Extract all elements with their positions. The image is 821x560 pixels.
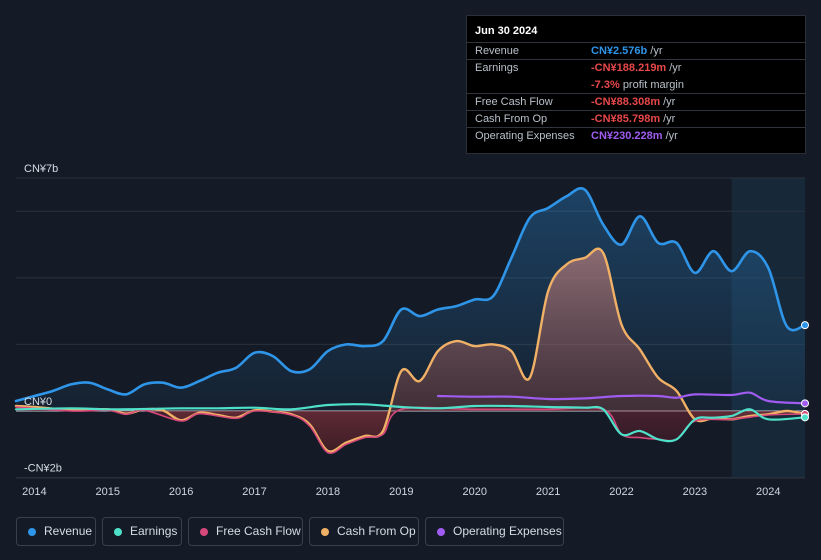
x-axis-label: 2014 — [22, 486, 46, 498]
legend-label: Operating Expenses — [453, 524, 562, 538]
tooltip-row-free-cash-flow: Free Cash Flow -CN¥88.308m/yr — [467, 93, 805, 111]
legend-item-cash-from-op[interactable]: Cash From Op — [309, 517, 419, 546]
legend-label: Cash From Op — [337, 524, 416, 538]
legend-dot-icon — [28, 528, 36, 536]
area-cash-from-op — [16, 248, 805, 452]
tooltip-row-earnings: Earnings -CN¥188.219m/yr -7.3% profit ma… — [467, 59, 805, 94]
tooltip-label: Earnings — [475, 62, 519, 74]
tooltip-label: Operating Expenses — [475, 130, 575, 142]
line-revenue — [14, 186, 807, 403]
tooltip-value: CN¥2.576b/yr — [591, 45, 663, 57]
tooltip-row-revenue: Revenue CN¥2.576b/yr — [467, 42, 805, 60]
area-free-cash-flow — [16, 407, 805, 454]
legend-dot-icon — [114, 528, 122, 536]
x-axis-label: 2017 — [242, 486, 266, 498]
tooltip-row-cash-from-op: Cash From Op -CN¥85.798m/yr — [467, 110, 805, 128]
tooltip-label: Revenue — [475, 45, 520, 57]
x-axis-label: 2023 — [683, 486, 707, 498]
tooltip-row-operating-expenses: Operating Expenses CN¥230.228m/yr — [467, 127, 805, 145]
tooltip-value: CN¥230.228m/yr — [591, 130, 678, 142]
x-axis-label: 2016 — [169, 486, 193, 498]
legend-dot-icon — [321, 528, 329, 536]
x-axis-label: 2018 — [316, 486, 340, 498]
tooltip-date: Jun 30 2024 — [475, 25, 538, 37]
legend-label: Revenue — [44, 524, 93, 538]
x-axis-label: 2022 — [609, 486, 633, 498]
legend-item-operating-expenses[interactable]: Operating Expenses — [425, 517, 564, 546]
x-axis-label: 2021 — [536, 486, 560, 498]
legend-dot-icon — [437, 528, 445, 536]
line-earnings — [14, 403, 807, 443]
tooltip-label: Free Cash Flow — [475, 96, 553, 108]
line-operating-expenses — [436, 391, 807, 405]
y-axis-label: CN¥7b — [24, 163, 58, 175]
tooltip-label: Cash From Op — [475, 113, 548, 125]
legend-item-earnings[interactable]: Earnings — [102, 517, 182, 546]
tooltip-value: -CN¥85.798m/yr — [591, 113, 676, 125]
y-axis-label: -CN¥2b — [24, 463, 62, 475]
legend-item-free-cash-flow[interactable]: Free Cash Flow — [188, 517, 303, 546]
legend-dot-icon — [200, 528, 208, 536]
y-axis-label: CN¥0 — [24, 396, 52, 408]
x-axis-label: 2020 — [462, 486, 486, 498]
x-axis-label: 2015 — [96, 486, 120, 498]
legend-label: Earnings — [130, 524, 178, 538]
legend-label: Free Cash Flow — [216, 524, 301, 538]
tooltip-profit-margin: -7.3% profit margin — [591, 79, 684, 91]
tooltip-panel: Jun 30 2024 Revenue CN¥2.576b/yr Earning… — [466, 15, 806, 154]
end-point-earnings — [801, 413, 809, 422]
legend-item-revenue[interactable]: Revenue — [16, 517, 96, 546]
end-point-revenue — [801, 321, 809, 330]
x-axis-label: 2019 — [389, 486, 413, 498]
tooltip-value: -CN¥88.308m/yr — [591, 96, 676, 108]
x-axis-label: 2024 — [756, 486, 780, 498]
tooltip-value: -CN¥188.219m/yr — [591, 62, 682, 74]
end-point-operating-expenses — [801, 399, 809, 408]
